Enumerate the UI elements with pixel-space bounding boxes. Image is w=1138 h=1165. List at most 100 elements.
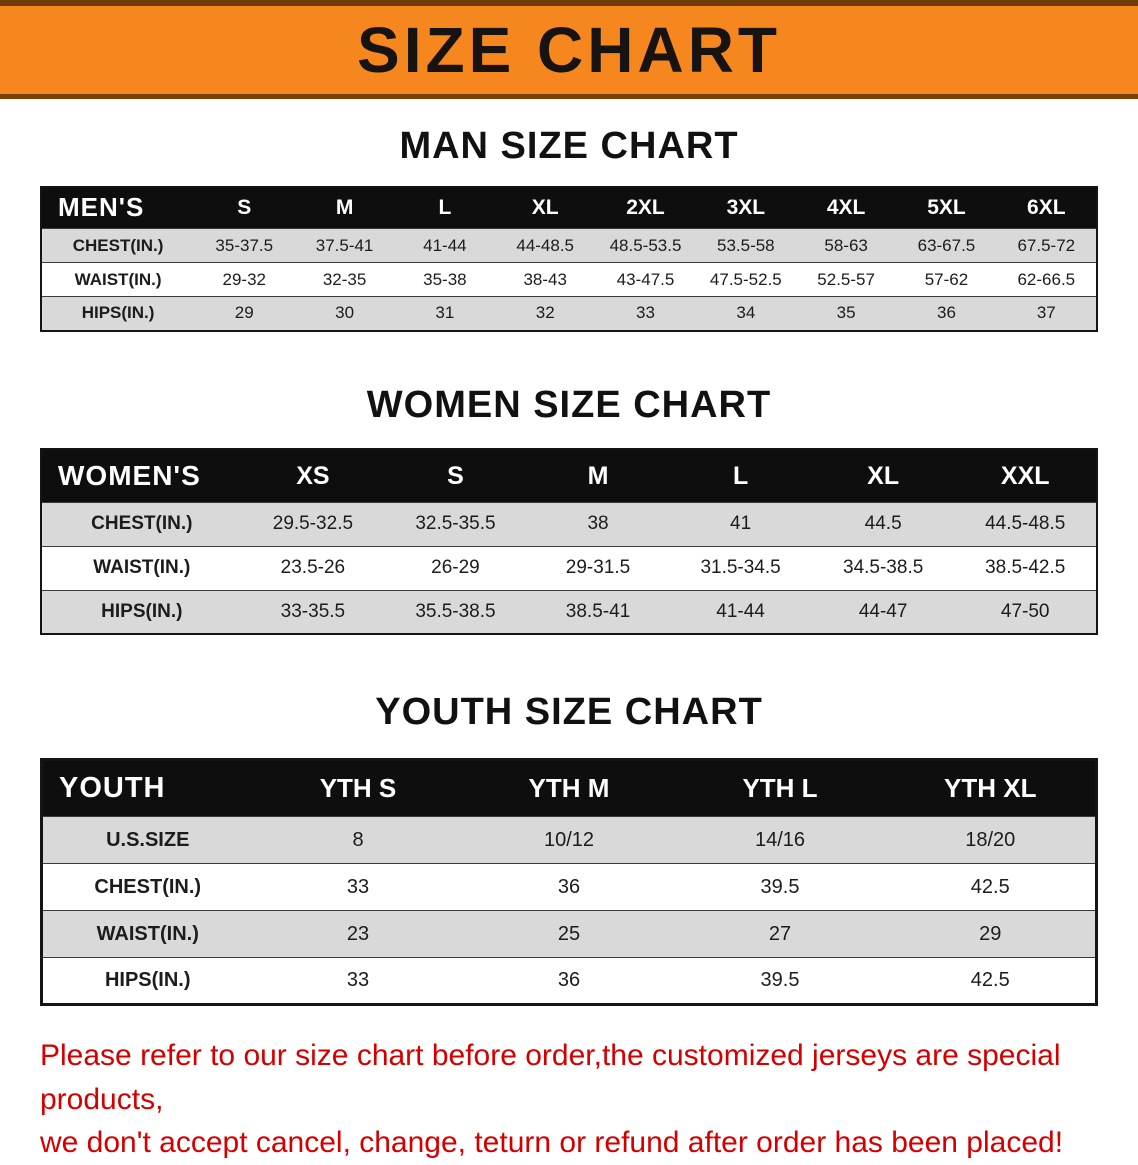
women-size-chart-section: WOMEN SIZE CHART WOMEN'S XS S M L XL XXL CHEST(I… [40, 384, 1098, 636]
youth-row-label: CHEST(IN.) [41, 863, 253, 911]
men-size-table: MEN'S S M L XL 2XL 3XL 4XL 5XL 6XL CHEST(IN.) 35-37… [40, 185, 1098, 332]
men-row-label: HIPS(IN.) [41, 296, 195, 331]
youth-size-chart-section: YOUTH SIZE CHART YOUTH YTH S YTH M YTH L YTH … [40, 691, 1098, 1007]
men-value-cell: 37 [996, 296, 1097, 331]
men-value-cell: 35-38 [394, 262, 496, 297]
youth-value-cell: 8 [252, 816, 464, 864]
youth-header-row: YOUTH YTH S YTH M YTH L YTH XL [41, 759, 1097, 817]
youth-table-row: U.S.SIZE 8 10/12 14/16 18/20 [41, 816, 1097, 864]
women-value-cell: 31.5-34.5 [669, 545, 812, 591]
men-value-cell: 35 [795, 296, 897, 331]
women-value-cell: 38 [526, 501, 670, 547]
youth-value-cell: 42.5 [885, 863, 1097, 911]
women-size-header: M [526, 449, 670, 503]
youth-value-cell: 33 [252, 957, 464, 1005]
men-value-cell: 52.5-57 [795, 262, 897, 297]
women-header-row: WOMEN'S XS S M L XL XXL [41, 449, 1097, 503]
youth-value-cell: 29 [885, 910, 1097, 958]
men-header-row: MEN'S S M L XL 2XL 3XL 4XL 5XL 6XL [41, 186, 1097, 229]
women-size-header: XXL [954, 449, 1097, 503]
men-value-cell: 32-35 [294, 262, 395, 297]
youth-corner-label: YOUTH [41, 759, 253, 817]
youth-table-row: HIPS(IN.) 33 36 39.5 42.5 [41, 957, 1097, 1005]
youth-value-cell: 39.5 [674, 863, 886, 911]
men-size-header: 4XL [795, 186, 897, 229]
women-value-cell: 38.5-42.5 [954, 545, 1097, 591]
youth-value-cell: 25 [463, 910, 675, 958]
men-value-cell: 63-67.5 [896, 228, 997, 263]
men-value-cell: 32 [495, 296, 596, 331]
women-value-cell: 29.5-32.5 [241, 501, 385, 547]
youth-row-label: U.S.SIZE [41, 816, 253, 864]
men-size-header: 2XL [595, 186, 696, 229]
youth-value-cell: 18/20 [885, 816, 1097, 864]
men-table-row: CHEST(IN.) 35-37.5 37.5-41 41-44 44-48.5 48.5… [41, 228, 1097, 263]
men-value-cell: 29 [194, 296, 295, 331]
youth-size-table: YOUTH YTH S YTH M YTH L YTH XL U.S.SIZE 8 10/12… [40, 758, 1098, 1007]
men-value-cell: 29-32 [194, 262, 295, 297]
women-table-row: HIPS(IN.) 33-35.5 35.5-38.5 38.5-41 41-44 44-… [41, 589, 1097, 635]
women-value-cell: 23.5-26 [241, 545, 385, 591]
disclaimer-line-1: Please refer to our size chart before or… [40, 1039, 1061, 1116]
men-value-cell: 67.5-72 [996, 228, 1097, 263]
men-value-cell: 36 [896, 296, 997, 331]
page-title: SIZE CHART [357, 14, 781, 86]
men-value-cell: 53.5-58 [695, 228, 796, 263]
men-value-cell: 47.5-52.5 [695, 262, 796, 297]
women-value-cell: 35.5-38.5 [384, 589, 527, 635]
women-size-header: XS [241, 449, 385, 503]
women-value-cell: 33-35.5 [241, 589, 385, 635]
women-size-header: XL [811, 449, 955, 503]
women-value-cell: 29-31.5 [526, 545, 670, 591]
men-value-cell: 34 [695, 296, 796, 331]
youth-value-cell: 23 [252, 910, 464, 958]
women-value-cell: 38.5-41 [526, 589, 670, 635]
men-size-header: 6XL [996, 186, 1097, 229]
women-corner-label: WOMEN'S [41, 449, 242, 503]
youth-size-header: YTH L [674, 759, 886, 817]
women-row-label: HIPS(IN.) [41, 589, 242, 635]
women-value-cell: 41 [669, 501, 812, 547]
youth-size-header: YTH S [252, 759, 464, 817]
men-value-cell: 38-43 [495, 262, 596, 297]
women-value-cell: 44-47 [811, 589, 955, 635]
youth-table-row: CHEST(IN.) 33 36 39.5 42.5 [41, 863, 1097, 911]
women-value-cell: 41-44 [669, 589, 812, 635]
youth-value-cell: 36 [463, 863, 675, 911]
men-value-cell: 37.5-41 [294, 228, 395, 263]
youth-table-row: WAIST(IN.) 23 25 27 29 [41, 910, 1097, 958]
men-size-chart-section: MAN SIZE CHART MEN'S S M L XL 2XL 3XL 4XL 5XL 6XL C… [40, 125, 1098, 332]
men-table-row: WAIST(IN.) 29-32 32-35 35-38 38-43 43-47.5 47.… [41, 262, 1097, 297]
men-value-cell: 43-47.5 [595, 262, 696, 297]
youth-value-cell: 42.5 [885, 957, 1097, 1005]
size-chart-content: MAN SIZE CHART MEN'S S M L XL 2XL 3XL 4XL 5XL 6XL C… [0, 125, 1138, 1007]
disclaimer-note: Please refer to our size chart before or… [0, 1006, 1138, 1165]
men-value-cell: 44-48.5 [495, 228, 596, 263]
men-value-cell: 62-66.5 [996, 262, 1097, 297]
men-size-header: 3XL [695, 186, 796, 229]
men-value-cell: 30 [294, 296, 395, 331]
women-size-header: S [384, 449, 527, 503]
disclaimer-line-2: we don't accept cancel, change, teturn o… [40, 1126, 1064, 1160]
youth-row-label: WAIST(IN.) [41, 910, 253, 958]
youth-section-title: YOUTH SIZE CHART [375, 691, 763, 734]
men-table-row: HIPS(IN.) 29 30 31 32 33 34 35 36 37 [41, 296, 1097, 331]
women-value-cell: 44.5 [811, 501, 955, 547]
size-chart-banner: SIZE CHART [0, 0, 1138, 99]
women-row-label: WAIST(IN.) [41, 545, 242, 591]
men-value-cell: 33 [595, 296, 696, 331]
youth-value-cell: 36 [463, 957, 675, 1005]
men-value-cell: 57-62 [896, 262, 997, 297]
youth-value-cell: 33 [252, 863, 464, 911]
men-value-cell: 48.5-53.5 [595, 228, 696, 263]
men-section-title: MAN SIZE CHART [399, 125, 739, 167]
youth-size-header: YTH M [463, 759, 675, 817]
women-value-cell: 47-50 [954, 589, 1097, 635]
men-size-header: L [394, 186, 496, 229]
men-size-header: XL [495, 186, 596, 229]
women-value-cell: 26-29 [384, 545, 527, 591]
women-row-label: CHEST(IN.) [41, 501, 242, 547]
women-value-cell: 32.5-35.5 [384, 501, 527, 547]
women-size-table: WOMEN'S XS S M L XL XXL CHEST(IN.) 29.5-32.5 32.5… [40, 448, 1098, 636]
women-section-title: WOMEN SIZE CHART [366, 383, 772, 426]
